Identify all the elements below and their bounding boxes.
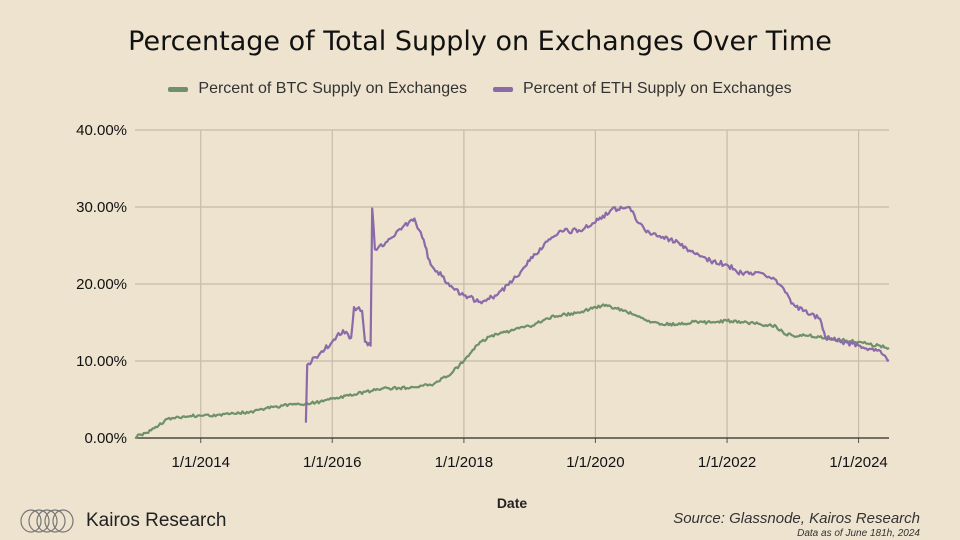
btc-series-line xyxy=(134,303,890,439)
y-tick-label: 10.00% xyxy=(76,353,127,370)
kairos-logo-icon xyxy=(20,509,74,533)
y-tick-label: 40.00% xyxy=(76,122,127,139)
y-tick-label: 0.00% xyxy=(84,430,127,447)
chart-title: Percentage of Total Supply on Exchanges … xyxy=(128,26,832,57)
brand: Kairos Research xyxy=(18,508,226,534)
x-axis-label: Date xyxy=(496,495,528,511)
source-text: Source: Glassnode, Kairos Research xyxy=(673,510,920,527)
x-tick-label: 1/1/2018 xyxy=(435,454,493,471)
legend-swatch-eth xyxy=(493,86,513,92)
y-tick-label: 30.00% xyxy=(76,199,127,216)
legend-label-eth: Percent of ETH Supply on Exchanges xyxy=(523,80,792,97)
x-tick-label: 1/1/2016 xyxy=(303,454,361,471)
x-tick-label: 1/1/2024 xyxy=(829,454,887,471)
eth-series-line xyxy=(304,205,890,423)
legend-item-eth: Percent of ETH Supply on Exchanges xyxy=(493,80,792,98)
brand-name: Kairos Research xyxy=(86,510,227,531)
chart-legend: Percent of BTC Supply on Exchanges Perce… xyxy=(0,80,960,98)
y-tick-label: 20.00% xyxy=(76,276,127,293)
data-note: Data as of June 181h, 2024 xyxy=(797,528,920,539)
source-block: Source: Glassnode, Kairos Research Data … xyxy=(673,510,920,539)
x-tick-label: 1/1/2014 xyxy=(172,454,230,471)
legend-swatch-btc xyxy=(168,86,189,92)
x-tick-label: 1/1/2022 xyxy=(698,454,756,471)
legend-label-btc: Percent of BTC Supply on Exchanges xyxy=(198,80,467,97)
legend-item-btc: Percent of BTC Supply on Exchanges xyxy=(168,80,467,98)
x-tick-label: 1/1/2020 xyxy=(566,454,624,471)
